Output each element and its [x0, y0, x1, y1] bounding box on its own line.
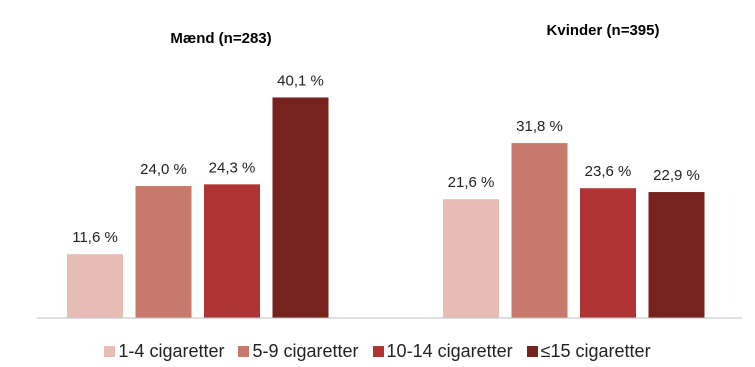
- data-label: 22,9 %: [653, 167, 700, 184]
- bar-maend-series-2: [204, 184, 260, 318]
- bars-group: 11,6 % 24,0 % 24,3 % 40,1 % 21,6 % 31,8 % 23,6…: [67, 72, 705, 318]
- legend-item-5-9: 5-9 cigaretter: [238, 341, 359, 362]
- data-label: 24,0 %: [140, 161, 187, 178]
- bar-maend-series-0: [67, 254, 123, 318]
- data-label: 40,1 %: [277, 72, 324, 89]
- bar-kvinder-series-1: [511, 143, 568, 318]
- legend-label: ≤15 cigaretter: [540, 341, 651, 361]
- legend-item-1-4: 1-4 cigaretter: [104, 341, 224, 362]
- legend-item-15-plus: ≤15 cigaretter: [526, 341, 651, 362]
- legend-item-10-14: 10-14 cigaretter: [372, 341, 513, 362]
- bar-maend-series-1: [135, 186, 192, 318]
- bar-chart: Mænd (n=283) Kvinder (n=395) 11,6 % 24,0 …: [37, 22, 742, 319]
- legend-swatch: [104, 346, 116, 357]
- data-label: 21,6 %: [448, 174, 495, 191]
- data-label: 24,3 %: [209, 159, 256, 176]
- group-title-kvinder: Kvinder (n=395): [547, 22, 660, 39]
- legend-swatch: [526, 346, 538, 357]
- legend-swatch: [372, 346, 384, 357]
- legend: 1-4 cigaretter 5-9 cigaretter 10-14 ciga…: [0, 341, 755, 362]
- legend-label: 10-14 cigaretter: [386, 341, 513, 361]
- legend-label: 5-9 cigaretter: [252, 341, 359, 361]
- legend-label: 1-4 cigaretter: [118, 341, 225, 361]
- legend-swatch: [238, 346, 250, 357]
- data-label: 23,6 %: [585, 163, 632, 180]
- bar-kvinder-series-3: [648, 192, 705, 318]
- data-label: 31,8 %: [516, 118, 563, 135]
- bar-kvinder-series-2: [580, 188, 636, 318]
- bar-kvinder-series-0: [443, 199, 499, 318]
- group-title-maend: Mænd (n=283): [170, 30, 271, 47]
- data-label: 11,6 %: [72, 229, 118, 246]
- bar-maend-series-3: [272, 97, 329, 318]
